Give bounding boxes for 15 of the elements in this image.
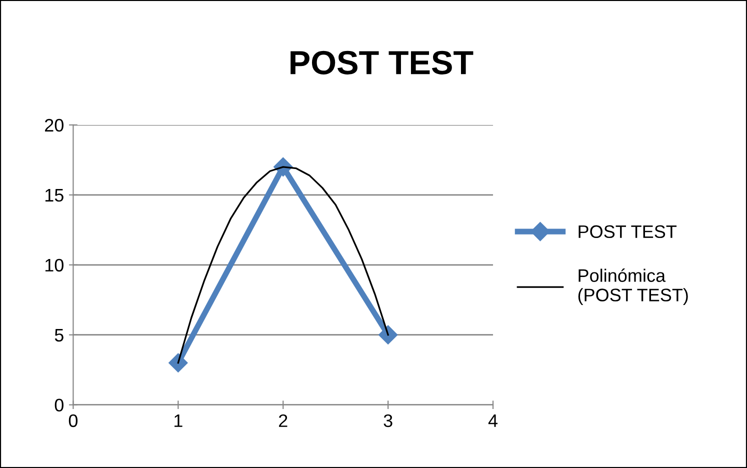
x-tick-label: 0 bbox=[68, 414, 78, 428]
y-tick-label: 10 bbox=[45, 258, 64, 272]
y-tick-label: 5 bbox=[54, 328, 64, 342]
x-tick-label: 2 bbox=[279, 414, 288, 427]
x-tick-label: 4 bbox=[488, 414, 498, 427]
legend-label: POST TEST bbox=[578, 225, 677, 238]
legend-label: Polinómica (POST TEST) bbox=[578, 268, 688, 305]
y-tick-label: 20 bbox=[45, 118, 64, 132]
point bbox=[378, 325, 398, 344]
y-tick-label: 15 bbox=[45, 189, 64, 202]
y-tick-label: 0 bbox=[54, 398, 64, 412]
x-tick-label: 1 bbox=[174, 414, 182, 427]
chart-title: POST TEST bbox=[290, 50, 474, 74]
x-tick-label: 3 bbox=[384, 414, 392, 428]
point bbox=[168, 353, 188, 372]
